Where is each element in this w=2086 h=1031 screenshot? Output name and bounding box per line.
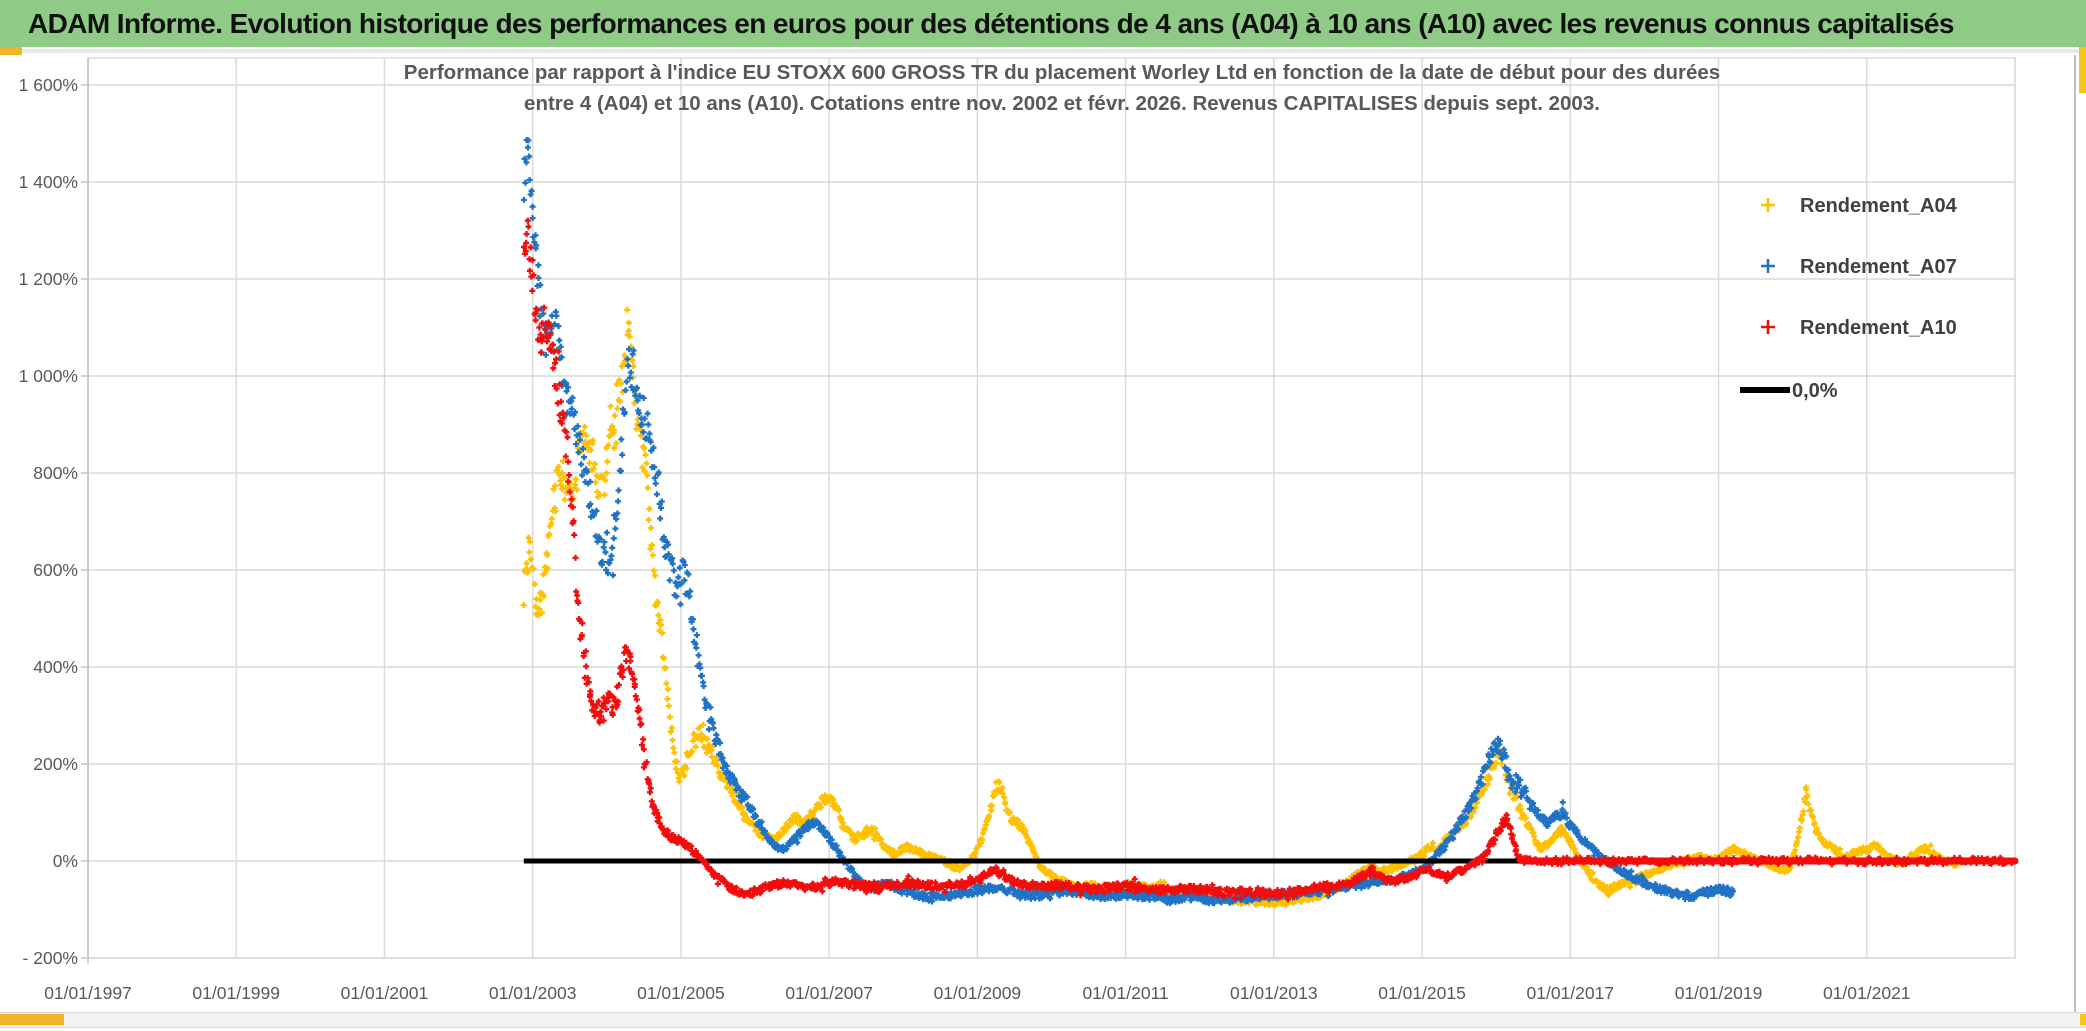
legend-marker-Rendement_A04 [1761, 198, 1775, 212]
top-left-gold-accent [0, 47, 22, 55]
x-axis-label: 01/01/2005 [637, 983, 725, 1003]
legend-label: Rendement_A04 [1800, 195, 1958, 217]
legend-marker-Rendement_A10 [1761, 320, 1775, 334]
x-axis-label: 01/01/2001 [341, 983, 429, 1003]
y-axis-label: 1 400% [19, 172, 78, 192]
y-axis-label: 1 200% [19, 269, 78, 289]
y-axis-label: 800% [33, 463, 78, 483]
series-Rendement_A07 [520, 137, 1736, 907]
chart-title-line2: entre 4 (A04) et 10 ans (A10). Cotations… [524, 92, 1600, 115]
y-axis-label: 0% [53, 851, 78, 871]
plot-border [87, 57, 2016, 959]
x-axis-label: 01/01/1999 [192, 983, 280, 1003]
report-title-banner: ADAM Informe. Evolution historique des p… [0, 0, 2086, 47]
red-flat-markers [1521, 854, 2017, 868]
bottom-edge-strip [0, 1012, 2086, 1028]
chart-canvas: 1 600% 1 400% 1 200% 1 000% 800% 600% 400% 200%… [19, 57, 2019, 1003]
chart-title-line1: Performance par rapport à l'indice EU ST… [404, 61, 1720, 84]
top-edge-line [0, 49, 2086, 53]
x-axis-label: 01/01/2015 [1378, 983, 1466, 1003]
chart-right-border [2074, 55, 2076, 1012]
x-axis-label: 01/01/2007 [785, 983, 873, 1003]
report-title: ADAM Informe. Evolution historique des p… [28, 7, 1954, 39]
x-axis-label: 01/01/2021 [1823, 983, 1911, 1003]
y-axis-label: 600% [33, 560, 78, 580]
series-Rendement_A10 [520, 217, 1528, 903]
x-axis-label: 01/01/1997 [44, 983, 132, 1003]
top-edge-strip [0, 47, 2086, 55]
y-axis-label: 400% [33, 657, 78, 677]
series-Rendement_A04 [520, 306, 1959, 909]
x-axis-label: 01/01/2013 [1230, 983, 1318, 1003]
right-edge-gold-accent [2079, 55, 2086, 93]
x-axis-label: 01/01/2011 [1082, 983, 1168, 1003]
x-axis-label: 01/01/2017 [1527, 983, 1615, 1003]
x-axis-label: 01/01/2003 [489, 983, 577, 1003]
x-axis-label: 01/01/2009 [934, 983, 1022, 1003]
top-right-gold-accent [2079, 47, 2086, 55]
bottom-right-gold-accent [2080, 1014, 2086, 1025]
y-axis-label: 200% [33, 754, 78, 774]
legend-label: 0,0% [1792, 380, 1838, 402]
x-axis-label: 01/01/2019 [1675, 983, 1763, 1003]
y-axis-label: 1 600% [19, 75, 78, 95]
legend-label: Rendement_A07 [1800, 256, 1957, 278]
performance-chart: 1 600% 1 400% 1 200% 1 000% 800% 600% 400% 200%… [0, 55, 2074, 1012]
bottom-left-gold-accent [0, 1014, 64, 1025]
legend-marker-Rendement_A07 [1761, 259, 1775, 273]
y-axis-label: 1 000% [19, 366, 78, 386]
legend-label: Rendement_A10 [1800, 317, 1957, 339]
y-axis-label: - 200% [23, 948, 78, 968]
